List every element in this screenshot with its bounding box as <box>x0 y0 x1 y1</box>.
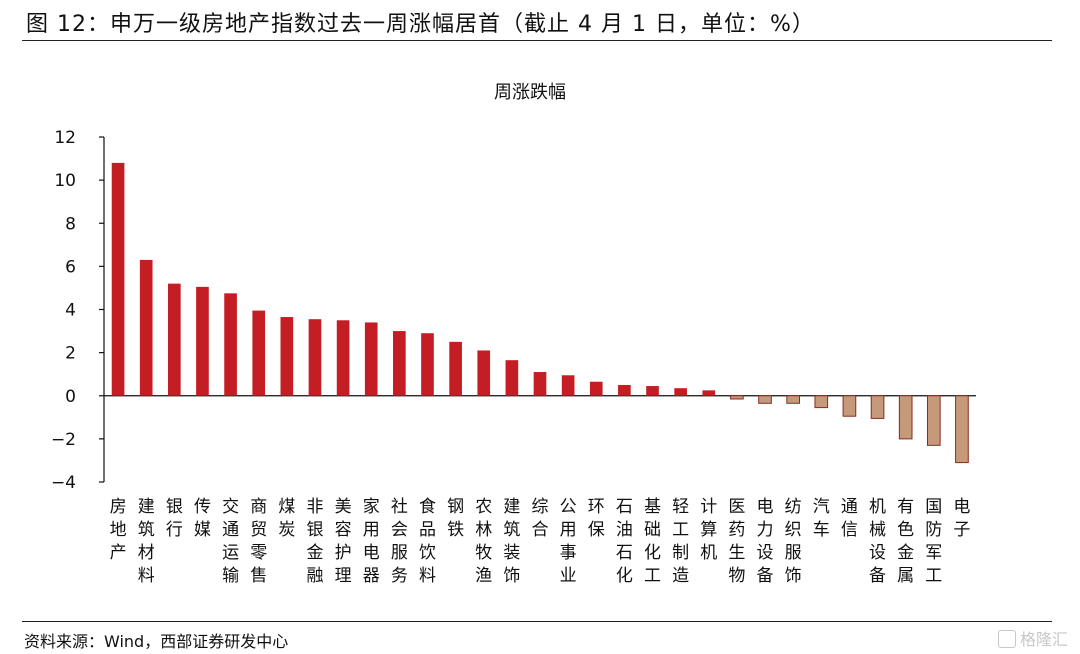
bar-商贸零售 <box>252 310 266 396</box>
bar-家用电器 <box>364 322 378 396</box>
bar-房地产 <box>111 162 125 396</box>
watermark-logo-icon <box>997 630 1016 648</box>
x-tick-label: 医药生物 <box>728 497 745 586</box>
bar-医药生物 <box>730 395 744 400</box>
x-tick-label: 美容护理 <box>335 497 352 586</box>
y-tick-label: 0 <box>65 387 76 407</box>
bar-纺织服饰 <box>786 395 800 404</box>
x-tick-label: 电子 <box>953 497 970 540</box>
x-tick-label: 传媒 <box>194 497 211 540</box>
bar-环保 <box>589 381 603 396</box>
x-tick-label: 银行 <box>166 497 183 540</box>
bar-建筑装饰 <box>505 360 519 396</box>
bar-非银金融 <box>308 319 322 396</box>
bar-食品饮料 <box>421 333 434 396</box>
bar-电子 <box>955 395 969 464</box>
x-tick-label: 非银金融 <box>306 497 323 586</box>
y-tick-label: 12 <box>54 128 76 148</box>
bar-基础化工 <box>646 386 659 396</box>
x-tick-label: 基础化工 <box>644 497 661 586</box>
bar-汽车 <box>814 395 829 409</box>
y-tick-label: 4 <box>65 301 76 321</box>
watermark-text: 格隆汇 <box>1019 630 1068 649</box>
bar-交通运输 <box>224 293 237 396</box>
bar-国防军工 <box>926 395 941 446</box>
category-labels: 房地产建筑材料银行传媒交通运输商贸零售煤炭非银金融美容护理家用电器社会服务食品饮… <box>110 497 971 586</box>
y-tick-label: −4 <box>51 473 76 493</box>
figure-title: 图 12：申万一级房地产指数过去一周涨幅居首（截止 4 月 1 日，单位：%） <box>26 12 815 37</box>
bar-美容护理 <box>336 320 350 396</box>
x-tick-label: 机械设备 <box>869 497 886 586</box>
bar-通信 <box>842 395 857 417</box>
x-tick-label: 纺织服饰 <box>785 497 802 586</box>
x-tick-label: 石油石化 <box>616 497 633 586</box>
x-tick-label: 钢铁 <box>447 497 464 540</box>
bar-轻工制造 <box>674 388 687 396</box>
bar-传媒 <box>196 286 209 396</box>
x-tick-label: 房地产 <box>110 497 127 563</box>
x-tick-label: 食品饮料 <box>419 497 436 586</box>
x-tick-label: 综合 <box>532 497 549 540</box>
x-tick-label: 计算机 <box>700 497 717 563</box>
x-tick-label: 有色金属 <box>897 497 914 586</box>
bar-银行 <box>167 283 181 396</box>
x-tick-label: 电力设备 <box>757 497 774 586</box>
watermark: 格隆汇 <box>997 626 1068 650</box>
x-tick-label: 社会服务 <box>391 497 408 586</box>
x-tick-label: 公用事业 <box>560 497 577 586</box>
x-tick-label: 煤炭 <box>278 497 295 540</box>
y-tick-label: 6 <box>65 257 76 277</box>
y-tick-label: −2 <box>51 430 76 450</box>
bottom-rule <box>22 621 1052 622</box>
x-tick-label: 国防军工 <box>925 497 942 586</box>
bar-煤炭 <box>280 317 294 396</box>
bar-有色金属 <box>898 395 913 440</box>
y-tick-label: 8 <box>65 214 76 234</box>
x-tick-label: 商贸零售 <box>250 497 267 586</box>
x-tick-label: 建筑材料 <box>138 497 155 586</box>
bar-钢铁 <box>449 341 462 396</box>
x-tick-label: 交通运输 <box>222 497 239 586</box>
axes: −4 −2 0 2 4 6 8 10 12 <box>51 128 976 493</box>
x-tick-label: 通信 <box>841 497 858 540</box>
x-tick-label: 轻工制造 <box>672 497 689 586</box>
bar-公用事业 <box>561 375 575 396</box>
bar-社会服务 <box>393 331 406 396</box>
x-tick-label: 环保 <box>588 497 605 540</box>
source-note: 资料来源：Wind，西部证券研发中心 <box>24 632 289 651</box>
bar-计算机 <box>702 390 716 396</box>
x-tick-label: 农林牧渔 <box>475 497 492 586</box>
x-tick-label: 建筑装饰 <box>503 497 520 586</box>
bar-机械设备 <box>870 395 885 419</box>
x-tick-label: 汽车 <box>813 497 830 540</box>
bar-建筑材料 <box>139 259 153 396</box>
bar-石油石化 <box>618 384 631 396</box>
bar-综合 <box>533 372 547 396</box>
y-tick-label: 2 <box>65 344 76 364</box>
top-rule <box>22 40 1052 41</box>
bar-农林牧渔 <box>477 350 491 396</box>
bar-电力设备 <box>758 395 772 404</box>
bars <box>111 162 969 464</box>
y-tick-label: 10 <box>54 171 76 191</box>
x-tick-label: 家用电器 <box>363 497 380 586</box>
chart-title: 周涨跌幅 <box>494 82 566 103</box>
